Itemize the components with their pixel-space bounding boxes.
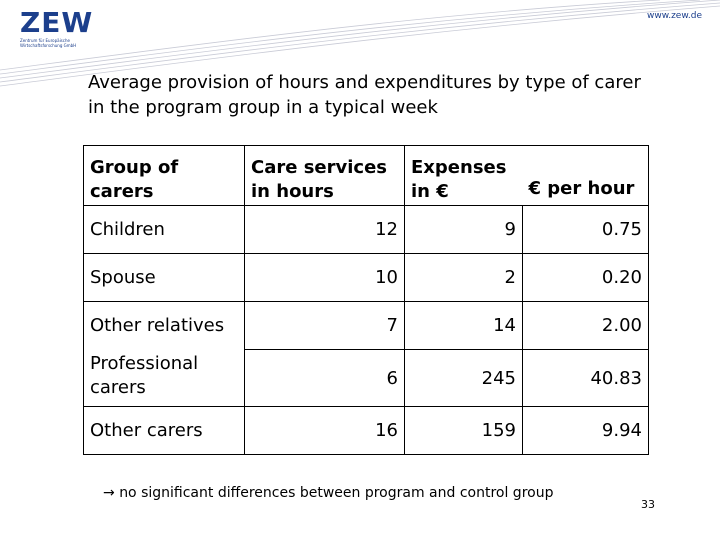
title-line-1: Average provision of hours and expenditu…	[88, 72, 641, 93]
cell-hours: 16	[244, 406, 405, 455]
header-expenses-line2: in €	[411, 181, 449, 202]
arrow-right-icon: →	[103, 485, 115, 501]
logo-subtitle: Zentrum für Europäische Wirtschaftsforsc…	[20, 38, 77, 48]
table-row: Spouse 10 2 0.20	[83, 253, 649, 302]
page-number: 33	[641, 498, 655, 511]
header-euro-per-hour: € per hour	[522, 145, 649, 206]
cell-expenses: 2	[404, 253, 523, 302]
title-line-2: in the program group in a typical week	[88, 97, 438, 118]
cell-per-hour: 0.20	[522, 253, 649, 302]
cell-per-hour: 40.83	[522, 349, 649, 407]
table-row: Other carers 16 159 9.94	[83, 406, 649, 455]
slide-title: Average provision of hours and expenditu…	[88, 70, 688, 120]
header-expenses-line1: Expenses	[411, 157, 507, 178]
header-expenses: Expenses in €	[404, 145, 523, 206]
header-group-of-carers: Group of carers	[83, 145, 245, 206]
header-care-line1: Care services	[251, 157, 388, 178]
cell-per-hour: 0.75	[522, 205, 649, 254]
footnote-text: no significant differences between progr…	[119, 485, 554, 501]
cell-group-line1: Professional	[90, 352, 199, 374]
header-group-line2: carers	[90, 181, 154, 202]
cell-group-line2: carers	[90, 376, 146, 398]
cell-per-hour: 2.00	[522, 301, 649, 350]
cell-hours: 6	[244, 349, 405, 407]
cell-group: Other carers	[83, 406, 245, 455]
table-row: Professional carers 6 245 40.83	[83, 349, 649, 407]
table-row: Children 12 9 0.75	[83, 205, 649, 254]
header-swoosh-lines	[0, 0, 720, 87]
header-care-services: Care services in hours	[244, 145, 405, 206]
cell-group: Other relatives	[83, 301, 245, 350]
cell-hours: 10	[244, 253, 405, 302]
carer-hours-table: Group of carers Care services in hours E…	[83, 145, 649, 455]
zew-logo: ZEW Zentrum für Europäische Wirtschaftsf…	[20, 6, 94, 49]
cell-group: Spouse	[83, 253, 245, 302]
website-link[interactable]: www.zew.de	[646, 11, 702, 21]
slide-header: ZEW Zentrum für Europäische Wirtschaftsf…	[0, 0, 720, 95]
logo-text: ZEW	[20, 6, 94, 39]
cell-hours: 7	[244, 301, 405, 350]
table-row: Other relatives 7 14 2.00	[83, 301, 649, 350]
cell-group: Professional carers	[83, 349, 245, 407]
cell-expenses: 9	[404, 205, 523, 254]
cell-hours: 12	[244, 205, 405, 254]
cell-expenses: 14	[404, 301, 523, 350]
footnote: → no significant differences between pro…	[103, 485, 553, 501]
header-group-line1: Group of	[90, 157, 179, 178]
table-header-row: Group of carers Care services in hours E…	[83, 145, 649, 206]
cell-per-hour: 9.94	[522, 406, 649, 455]
cell-group: Children	[83, 205, 245, 254]
header-care-line2: in hours	[251, 181, 334, 202]
cell-expenses: 245	[404, 349, 523, 407]
cell-expenses: 159	[404, 406, 523, 455]
